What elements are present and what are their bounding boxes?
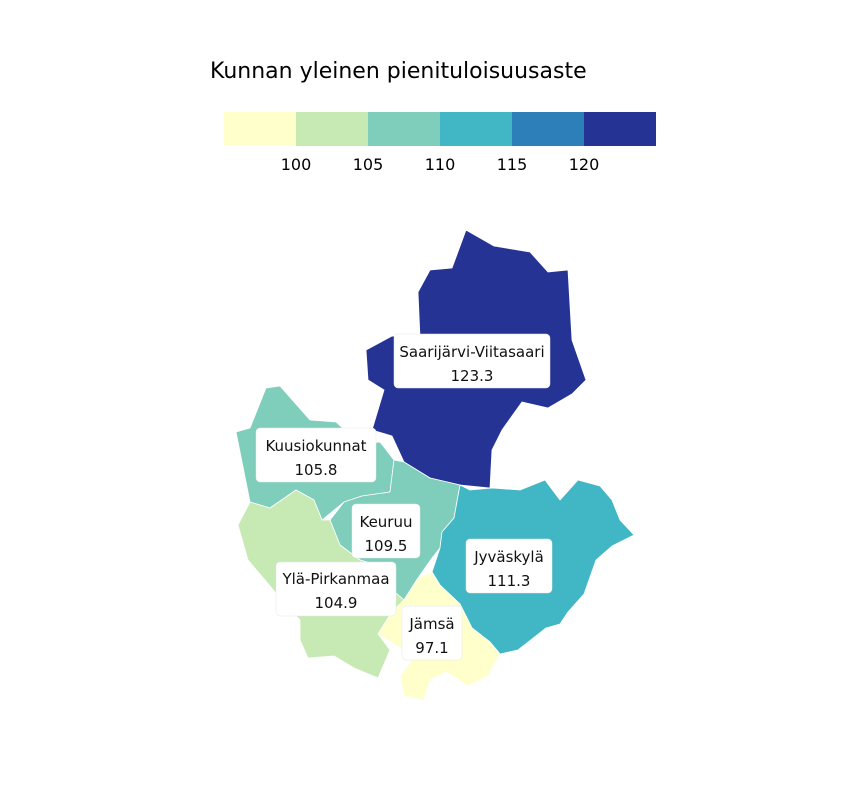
legend-tick-2: 105 xyxy=(353,155,384,174)
legend-swatch-4 xyxy=(440,112,512,146)
label-value: 104.9 xyxy=(315,594,358,612)
label-value: 105.8 xyxy=(295,461,338,479)
legend-swatch-5 xyxy=(512,112,584,146)
legend-title: Kunnan yleinen pienituloisuusaste xyxy=(210,59,587,84)
legend-tick-4: 115 xyxy=(497,155,528,174)
label-value: 97.1 xyxy=(415,639,448,657)
legend-swatch-2 xyxy=(296,112,368,146)
label-name: Kuusiokunnat xyxy=(265,437,366,455)
label-value: 109.5 xyxy=(365,537,408,555)
legend-tick-5: 120 xyxy=(569,155,600,174)
label-value: 111.3 xyxy=(488,572,531,590)
legend-tick-1: 100 xyxy=(281,155,312,174)
label-jyvaskyla: Jyväskylä 111.3 xyxy=(465,538,553,594)
label-jamsa: Jämsä 97.1 xyxy=(401,605,463,661)
legend-swatch-3 xyxy=(368,112,440,146)
legend-tick-3: 110 xyxy=(425,155,456,174)
label-value: 123.3 xyxy=(451,367,494,385)
label-saarijarvi-viitasaari: Saarijärvi-Viitasaari 123.3 xyxy=(393,333,551,389)
legend: Kunnan yleinen pienituloisuusaste 100 10… xyxy=(210,59,656,174)
label-name: Ylä-Pirkanmaa xyxy=(281,570,389,588)
label-name: Saarijärvi-Viitasaari xyxy=(399,343,544,361)
label-kuusiokunnat: Kuusiokunnat 105.8 xyxy=(255,427,377,483)
label-name: Jyväskylä xyxy=(473,548,544,566)
map-labels: Saarijärvi-Viitasaari 123.3 Kuusiokunnat… xyxy=(255,333,553,661)
label-keuruu: Keuruu 109.5 xyxy=(351,503,421,559)
legend-swatch-6 xyxy=(584,112,656,146)
label-name: Jämsä xyxy=(408,615,454,633)
label-name: Keuruu xyxy=(359,513,412,531)
label-yla-pirkanmaa: Ylä-Pirkanmaa 104.9 xyxy=(275,561,397,617)
legend-swatch-1 xyxy=(224,112,296,146)
